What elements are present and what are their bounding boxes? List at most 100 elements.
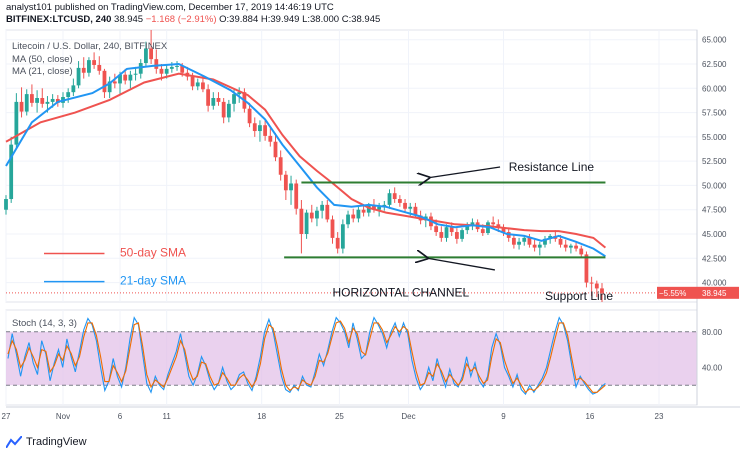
candle-body xyxy=(397,199,402,203)
price-tick-label: 50.000 xyxy=(702,181,727,190)
candle-body xyxy=(579,248,584,255)
candle xyxy=(340,219,345,254)
candle-body xyxy=(325,204,330,220)
candle xyxy=(268,128,273,147)
candle-body xyxy=(232,94,236,104)
candle-body xyxy=(600,288,604,293)
time-tick-label: 16 xyxy=(585,412,594,421)
time-tick-label: 11 xyxy=(163,412,172,421)
candle-body xyxy=(594,283,599,289)
candle-body xyxy=(289,183,293,191)
ohlc-line: BITFINEX:LTCUSD, 240 38.945 −1.168 (−2.9… xyxy=(6,14,380,25)
candle-body xyxy=(112,81,117,84)
candle-body xyxy=(584,254,589,283)
candle-body xyxy=(71,85,76,93)
candle-body xyxy=(574,245,578,249)
candle-body xyxy=(563,244,568,248)
candle-body xyxy=(283,174,288,191)
candle xyxy=(304,209,309,239)
candle-body xyxy=(501,228,506,233)
symbol: BITFINEX:LTCUSD, 240 xyxy=(6,14,112,25)
last-price-label: 38.945 xyxy=(702,289,727,298)
candle-body xyxy=(30,94,34,103)
moving-averages xyxy=(5,62,607,258)
candle-body xyxy=(195,82,200,87)
price-change-label: −5.55% xyxy=(659,289,686,298)
candle-body xyxy=(558,238,563,245)
candle-body xyxy=(346,214,350,225)
time-tick-label: 6 xyxy=(118,412,123,421)
candle xyxy=(221,98,226,124)
candle-body xyxy=(190,76,195,87)
stoch-k-line xyxy=(7,316,606,396)
ma50-legend[interactable]: MA (50, close) xyxy=(12,54,73,65)
annotation-arrow xyxy=(428,258,495,271)
candle xyxy=(107,76,112,98)
candle-body xyxy=(470,222,475,226)
candle-body xyxy=(444,227,449,238)
candle-body xyxy=(118,74,122,84)
candle xyxy=(294,179,299,215)
price-tick-label: 45.000 xyxy=(702,230,727,239)
candle-body xyxy=(180,65,185,73)
candle xyxy=(470,218,475,231)
price-tick-label: 40.000 xyxy=(702,279,727,288)
candle-body xyxy=(81,67,86,73)
channel-lines xyxy=(6,181,697,294)
candle-body xyxy=(366,205,371,213)
tradingview-logo[interactable]: TradingView xyxy=(5,435,87,449)
candle xyxy=(138,59,143,79)
candle-body xyxy=(356,209,361,219)
candle-body xyxy=(330,219,335,238)
annotations: Resistance Line HORIZONTAL CHANNEL Support… xyxy=(44,160,613,303)
candle-body xyxy=(392,193,397,200)
candle-body xyxy=(138,63,143,74)
annotation-label: HORIZONTAL CHANNEL xyxy=(332,285,469,299)
candle-body xyxy=(527,237,532,245)
candle xyxy=(154,49,159,74)
change-value: −1.168 (−2.91%) xyxy=(145,14,217,25)
stoch-band-fill xyxy=(6,331,697,386)
candle-body xyxy=(164,68,169,74)
candle xyxy=(40,88,45,108)
candle-body xyxy=(460,230,464,239)
candle xyxy=(216,92,221,106)
candle-body xyxy=(159,68,164,74)
candle xyxy=(356,206,361,223)
candle-body xyxy=(408,206,413,209)
candle-body xyxy=(294,183,299,209)
time-tick-label: 25 xyxy=(335,412,344,421)
candle-body xyxy=(252,123,257,132)
candle xyxy=(543,235,547,248)
price-tick-label: 60.000 xyxy=(702,84,727,93)
candle-body xyxy=(340,224,345,249)
candle-body xyxy=(9,144,14,200)
time-tick-label: 27 xyxy=(2,412,11,421)
candle-body xyxy=(201,82,205,90)
last-price-badge xyxy=(657,286,739,299)
candle xyxy=(330,215,335,244)
candle xyxy=(128,70,133,89)
candle xyxy=(361,204,366,217)
candle xyxy=(195,78,200,91)
candle xyxy=(175,61,179,71)
candle xyxy=(14,93,19,149)
candle xyxy=(568,243,573,254)
candle-body xyxy=(335,237,340,249)
candle-body xyxy=(50,98,55,102)
stoch-tick-label: 80.00 xyxy=(702,328,723,337)
candle xyxy=(35,90,39,113)
candle-body xyxy=(387,193,392,205)
candle xyxy=(579,245,584,258)
candle xyxy=(283,170,288,200)
stoch-legend[interactable]: Stoch (14, 3, 3) xyxy=(12,318,77,329)
ma21-legend[interactable]: MA (21, close) xyxy=(12,66,73,77)
candle-body xyxy=(413,206,418,216)
candle xyxy=(226,99,231,123)
tradingview-icon xyxy=(5,435,23,449)
candle xyxy=(444,224,449,242)
candle-body xyxy=(123,74,128,81)
price-tick-label: 57.500 xyxy=(702,109,727,118)
candle-body xyxy=(522,237,527,242)
